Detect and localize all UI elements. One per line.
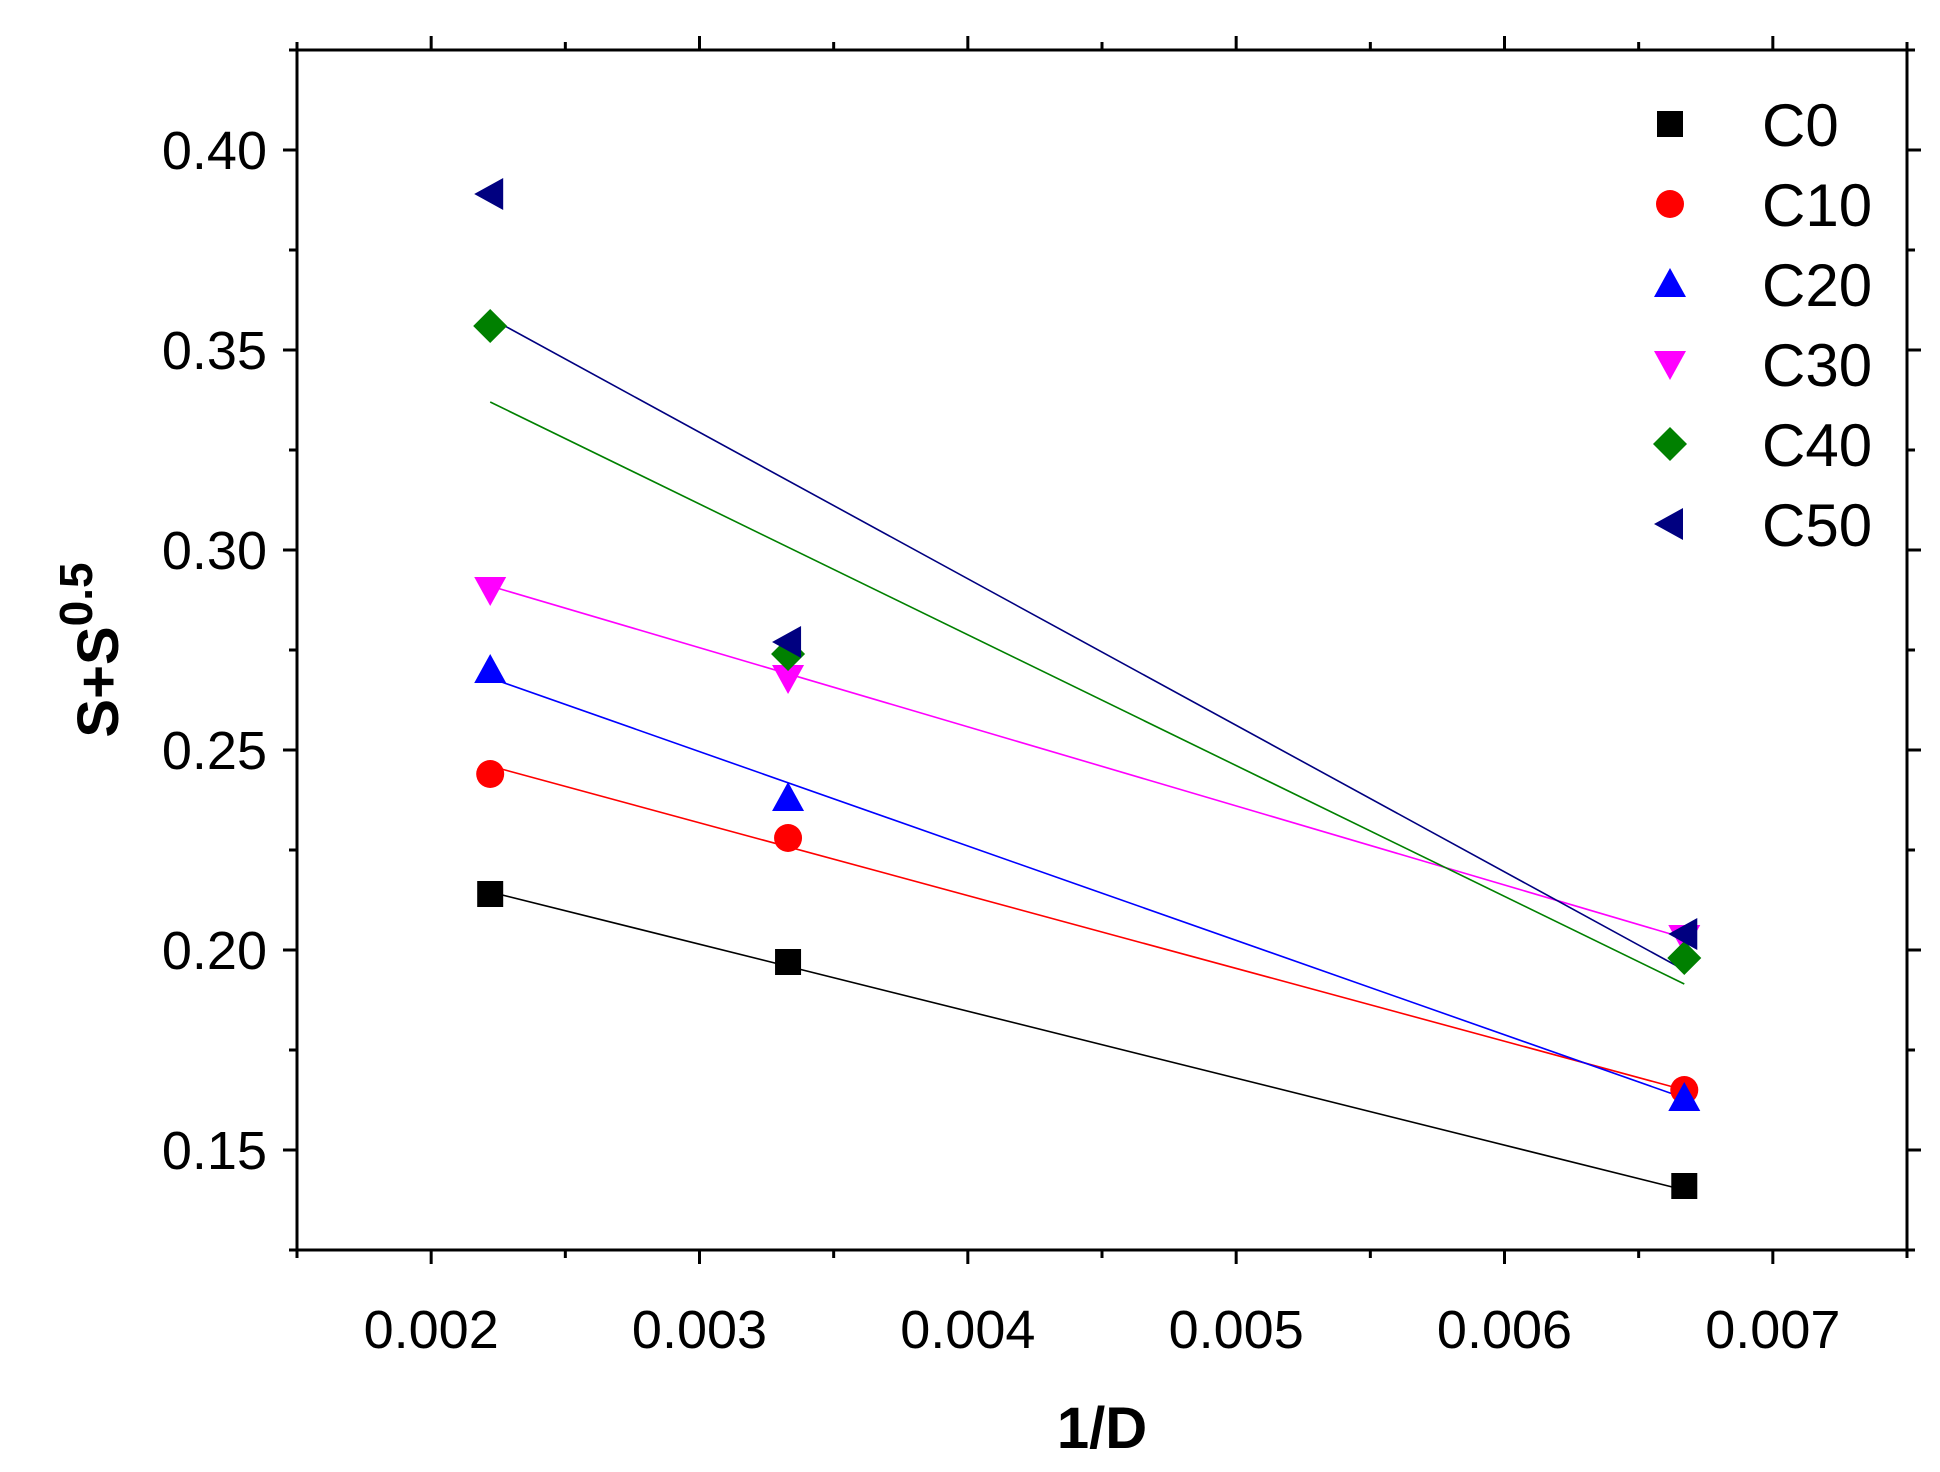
y-tick-label: 0.35 (162, 321, 267, 381)
data-point-c0 (477, 881, 504, 907)
data-point-c20 (474, 654, 507, 683)
data-point-c0 (775, 949, 802, 975)
data-point-c40 (473, 309, 508, 343)
svg-text:S+S0.5: S+S0.5 (50, 562, 131, 737)
y-axis-title-superscript: 0.5 (50, 562, 102, 626)
fit-line-c0 (490, 891, 1685, 1191)
y-tick-label: 0.25 (162, 721, 267, 781)
axis-ticks: 0.002 0.003 0.004 0.005 0.006 0.007 0.15 0.20 0.… (162, 36, 1921, 1360)
y-tick-label: 0.40 (162, 121, 267, 181)
x-tick-label: 0.007 (1705, 1300, 1840, 1360)
legend-label-c40: C40 (1762, 412, 1872, 479)
fit-lines (489, 317, 1685, 1191)
legend-label-c0: C0 (1762, 92, 1839, 159)
x-tick-label: 0.006 (1437, 1300, 1572, 1360)
y-tick-label: 0.20 (162, 921, 267, 981)
legend-label-c50: C50 (1762, 492, 1872, 559)
x-axis-title: 1/D (1057, 1396, 1147, 1461)
legend-marker-c40 (1653, 427, 1687, 461)
data-point-c50 (474, 178, 504, 210)
x-tick-label: 0.004 (900, 1300, 1035, 1360)
data-point-c30 (772, 665, 805, 694)
fit-line-c20 (489, 677, 1685, 1099)
legend-marker-c0 (1657, 111, 1683, 137)
y-axis-title-base: S+S (66, 626, 131, 737)
legend-marker-c20 (1654, 268, 1686, 297)
x-tick-label: 0.002 (364, 1300, 499, 1360)
data-point-c10 (774, 824, 803, 852)
data-point-c20 (1668, 1082, 1701, 1111)
legend-marker-c10 (1656, 190, 1684, 218)
data-point-c50 (1668, 918, 1698, 950)
data-markers (473, 178, 1702, 1199)
data-point-c0 (1671, 1173, 1698, 1199)
legend-label-c10: C10 (1762, 172, 1872, 239)
y-axis-title: S+S0.5 (50, 562, 131, 737)
legend-marker-c30 (1654, 351, 1686, 380)
y-tick-label: 0.15 (162, 1121, 267, 1181)
data-point-c40 (1667, 941, 1702, 975)
fit-line-c50 (489, 317, 1685, 971)
fit-line-c30 (489, 585, 1685, 939)
legend-label-c30: C30 (1762, 332, 1872, 399)
legend-marker-c50 (1654, 508, 1683, 540)
x-tick-label: 0.003 (632, 1300, 767, 1360)
fit-line-c40 (489, 401, 1685, 985)
plot-frame (295, 48, 1909, 1252)
data-point-c50 (772, 626, 802, 658)
legend-label-c20: C20 (1762, 252, 1872, 319)
x-tick-label: 0.005 (1169, 1300, 1304, 1360)
data-point-c20 (772, 782, 805, 811)
legend: C0 C10 C20 C30 C40 C50 (1653, 92, 1872, 559)
data-point-c10 (476, 760, 505, 788)
fit-line-c10 (489, 765, 1685, 1091)
data-point-c30 (474, 577, 507, 606)
y-tick-label: 0.30 (162, 521, 267, 581)
